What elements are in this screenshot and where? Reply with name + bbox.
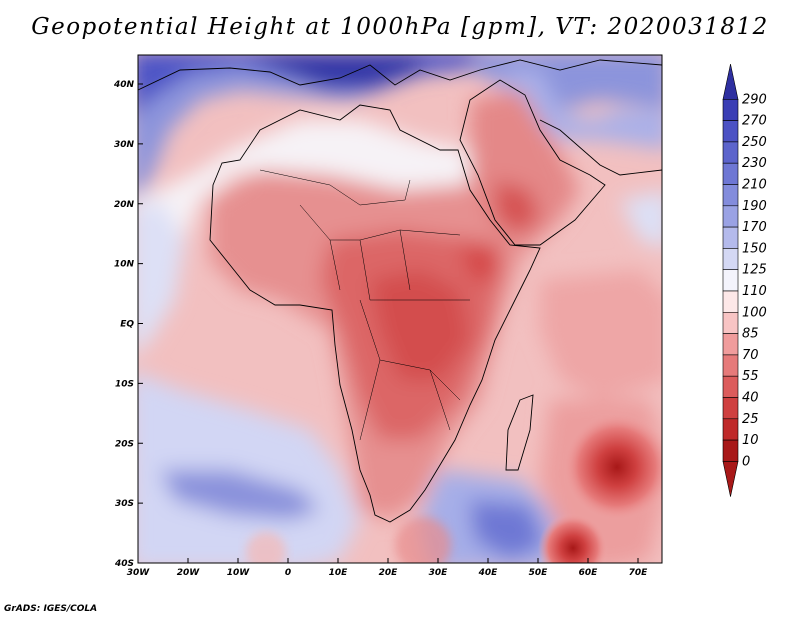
- colorbar-box: [722, 162, 739, 185]
- colorbar-label-10: 10: [742, 433, 759, 448]
- lon-label-40e: 40E: [478, 568, 499, 578]
- colorbar-box: [722, 375, 739, 398]
- lon-label-0: 0: [285, 568, 291, 578]
- lat-label-40s: 40S: [114, 559, 134, 569]
- plot-frame: [137, 54, 663, 564]
- persian-coast: [539, 119, 662, 176]
- colorbar-box: [722, 354, 739, 377]
- colorbar-label-125: 125: [742, 263, 767, 278]
- colorbar-bottom-triangle: [722, 461, 739, 497]
- lon-label-70e: 70E: [629, 568, 649, 578]
- longitude-labels: 30W 20W 10W 0 10E 20E 30E 40E 50E 60E 70E: [127, 558, 648, 578]
- colorbar-top-triangle: [722, 63, 739, 100]
- lat-label-10n: 10N: [114, 260, 135, 270]
- colorbar-label-85: 85: [742, 327, 759, 342]
- africa-coastline: [209, 104, 541, 523]
- arabia-coastline: [459, 79, 606, 246]
- lat-label-40n: 40N: [113, 80, 135, 90]
- colorbar-box: [722, 248, 739, 270]
- colorbar-label-270: 270: [742, 114, 767, 129]
- lon-label-10e: 10E: [329, 568, 349, 578]
- colorbar-label-25: 25: [742, 412, 759, 427]
- madagascar-coastline: [505, 394, 534, 471]
- lat-label-20s: 20S: [115, 439, 134, 449]
- lon-label-50e: 50E: [529, 568, 549, 578]
- colorbar-box: [722, 205, 739, 228]
- grads-credit: GrADS: IGES/COLA: [4, 604, 98, 614]
- colorbar-label-110: 110: [742, 284, 767, 299]
- colorbar-label-290: 290: [742, 92, 767, 107]
- colorbar-label-70: 70: [742, 348, 759, 363]
- colorbar-box: [722, 397, 739, 420]
- colorbar-box: [722, 226, 739, 249]
- europe-coastline: [138, 59, 662, 91]
- lon-label-10w: 10W: [227, 568, 251, 578]
- colorbar-label-230: 230: [742, 156, 767, 171]
- colorbar-label-55: 55: [742, 369, 759, 384]
- lat-label-30s: 30S: [115, 499, 134, 509]
- colorbar-label-150: 150: [742, 241, 767, 256]
- colorbar-label-100: 100: [742, 305, 767, 320]
- latitude-labels: 40N 30N 20N 10N EQ 10S 20S 30S 40S: [113, 80, 143, 569]
- colorbar-box: [722, 99, 739, 121]
- colorbar-label-0: 0: [742, 454, 750, 469]
- colorbar-box: [722, 333, 739, 356]
- colorbar-box: [722, 311, 739, 334]
- lat-label-10s: 10S: [115, 379, 134, 389]
- colorbar-box: [722, 120, 739, 143]
- lon-label-60e: 60E: [579, 568, 599, 578]
- borders: [259, 169, 470, 441]
- colorbar-box: [722, 439, 739, 462]
- colorbar-label-190: 190: [742, 199, 767, 214]
- map-title: Geopotential Height at 1000hPa [gpm], VT…: [31, 14, 769, 40]
- lat-label-eq: EQ: [120, 320, 134, 330]
- lon-label-30w: 30W: [127, 568, 151, 578]
- colorbar-box: [722, 418, 739, 441]
- colorbar-label-210: 210: [742, 178, 767, 193]
- colorbar-box: [722, 269, 739, 292]
- colorbar-label-250: 250: [742, 135, 767, 150]
- colorbar: 2902702502302101901701501251101008570554…: [722, 63, 767, 497]
- lat-label-30n: 30N: [114, 140, 135, 150]
- colorbar-label-170: 170: [742, 220, 767, 235]
- lat-label-20n: 20N: [114, 200, 135, 210]
- colorbar-label-40: 40: [742, 391, 759, 406]
- colorbar-box: [722, 290, 739, 313]
- height-field: [138, 55, 662, 563]
- colorbar-box: [722, 141, 739, 164]
- lon-label-20w: 20W: [177, 568, 201, 578]
- coastlines: [138, 59, 662, 523]
- colorbar-box: [722, 184, 739, 207]
- lon-label-30e: 30E: [429, 568, 449, 578]
- lon-label-20e: 20E: [379, 568, 399, 578]
